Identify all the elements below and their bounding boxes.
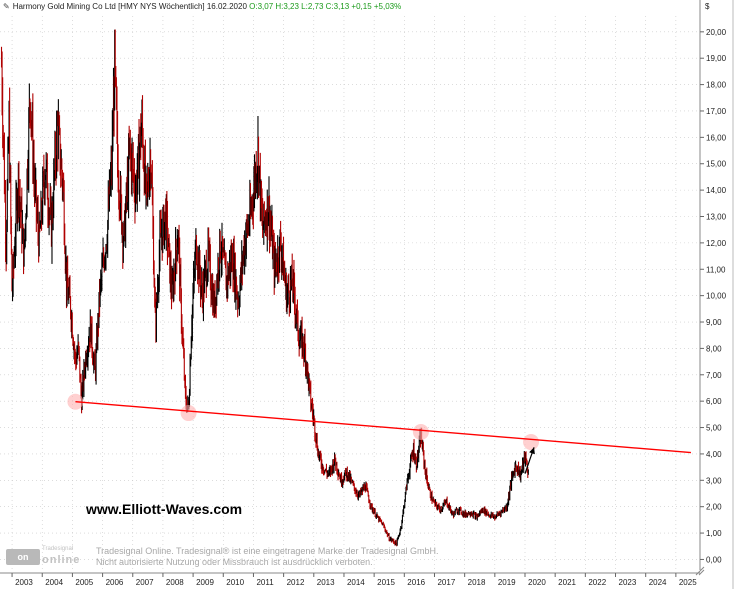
y-tick-label: 15,00 bbox=[706, 160, 727, 169]
y-tick-label: 9,00 bbox=[706, 318, 722, 327]
touch-point bbox=[523, 434, 540, 451]
y-tick-label: 18,00 bbox=[706, 81, 727, 90]
y-tick-label: 19,00 bbox=[706, 54, 727, 63]
x-tick-label: 2020 bbox=[528, 578, 546, 587]
support-trendline bbox=[75, 400, 692, 454]
x-tick-label: 2010 bbox=[226, 578, 244, 587]
x-tick-label: 2017 bbox=[437, 578, 455, 587]
x-tick-label: 2009 bbox=[196, 578, 214, 587]
logo-online: online bbox=[42, 554, 81, 566]
chart-title: Harmony Gold Mining Co Ltd [HMY NYS Wöch… bbox=[12, 2, 247, 11]
x-tick-label: 2006 bbox=[106, 578, 124, 587]
x-tick-label: 2019 bbox=[498, 578, 516, 587]
x-axis: 2003 2004 2005 2006 2007 2008 2009 2010 2011 2012… bbox=[0, 566, 705, 587]
disclaimer-line-1: Tradesignal Online. Tradesignal® ist ein… bbox=[96, 546, 439, 556]
y-tick-label: 7,00 bbox=[706, 371, 722, 380]
y-tick-label: 5,00 bbox=[706, 424, 722, 433]
y-tick-label: 11,00 bbox=[706, 265, 726, 274]
price-bars bbox=[0, 29, 529, 547]
y-tick-label: 13,00 bbox=[706, 212, 727, 221]
y-tick-label: 8,00 bbox=[706, 344, 722, 353]
x-tick-label: 2013 bbox=[317, 578, 335, 587]
x-tick-label: 2015 bbox=[377, 578, 395, 587]
touch-point bbox=[180, 405, 197, 422]
y-tick-label: 2,00 bbox=[706, 503, 722, 512]
y-tick-label: 10,00 bbox=[706, 292, 727, 301]
tradesignal-logo: on Tradesignal online bbox=[6, 546, 90, 568]
x-tick-label: 2012 bbox=[287, 578, 305, 587]
settings-icon[interactable]: ✎ bbox=[3, 2, 10, 11]
y-tick-label: 20,00 bbox=[706, 28, 727, 37]
logo-brand: Tradesignal bbox=[42, 546, 74, 552]
grid bbox=[0, 16, 700, 570]
y-tick-label: 0,00 bbox=[706, 555, 722, 564]
disclaimer-line-2: Nicht autorisierte Nutzung oder Missbrau… bbox=[96, 557, 373, 567]
touch-point bbox=[412, 424, 429, 441]
x-tick-label: 2004 bbox=[45, 578, 63, 587]
x-tick-label: 2018 bbox=[468, 578, 486, 587]
y-tick-label: 14,00 bbox=[706, 186, 727, 195]
x-tick-label: 2022 bbox=[588, 578, 606, 587]
currency-label: $ bbox=[705, 2, 710, 11]
x-tick-label: 2011 bbox=[256, 578, 274, 587]
y-axis: 0,00 1,00 2,00 3,00 4,00 5,00 6,00 7,00 8,00 9,00… bbox=[699, 0, 734, 589]
ohlc-readout: O:3,07 H:3,23 L:2,73 C:3,13 +0,15 +5,03% bbox=[249, 2, 402, 11]
y-tick-label: 3,00 bbox=[706, 476, 722, 485]
y-tick-label: 1,00 bbox=[706, 529, 722, 538]
x-tick-label: 2023 bbox=[619, 578, 637, 587]
x-tick-label: 2016 bbox=[407, 578, 425, 587]
disclaimer: Tradesignal Online. Tradesignal® ist ein… bbox=[96, 546, 438, 568]
annotations bbox=[67, 393, 692, 474]
x-tick-label: 2021 bbox=[558, 578, 576, 587]
y-tick-label: 12,00 bbox=[706, 239, 727, 248]
x-tick-label: 2003 bbox=[15, 578, 33, 587]
y-tick-label: 16,00 bbox=[706, 133, 727, 142]
x-tick-label: 2008 bbox=[166, 578, 184, 587]
y-tick-label: 6,00 bbox=[706, 397, 722, 406]
resize-grip-icon[interactable] bbox=[695, 566, 705, 576]
projection-arrow-head bbox=[529, 447, 535, 455]
watermark: www.Elliott-Waves.com bbox=[86, 501, 243, 517]
logo-box: on bbox=[6, 549, 40, 565]
y-tick-label: 17,00 bbox=[706, 107, 727, 116]
chart-header: ✎ Harmony Gold Mining Co Ltd [HMY NYS Wöc… bbox=[0, 0, 700, 14]
x-tick-label: 2024 bbox=[649, 578, 667, 587]
x-tick-label: 2005 bbox=[75, 578, 93, 587]
y-tick-label: 4,00 bbox=[706, 450, 722, 459]
x-tick-label: 2007 bbox=[136, 578, 154, 587]
x-tick-label: 2025 bbox=[679, 578, 697, 587]
x-tick-label: 2014 bbox=[347, 578, 365, 587]
